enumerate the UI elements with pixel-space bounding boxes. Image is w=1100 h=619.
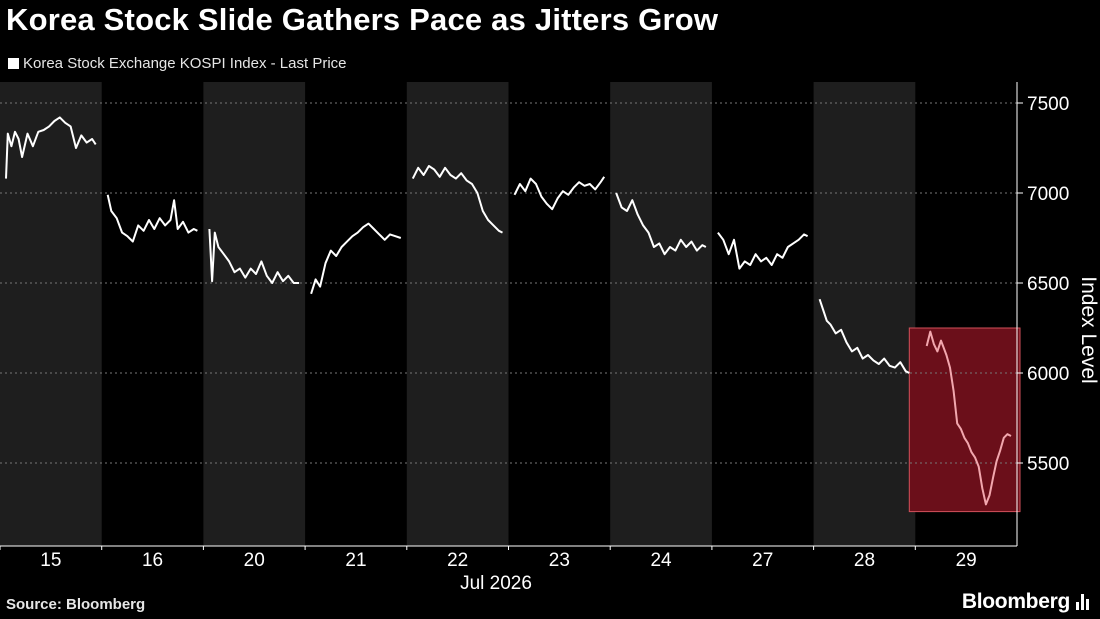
- y-tick-label-7000: 7000: [1027, 184, 1069, 205]
- shaded-band-22: [406, 82, 509, 546]
- price-line-21: [310, 222, 402, 295]
- price-line-22: [411, 165, 503, 234]
- x-tick-label-23: 23: [549, 550, 570, 571]
- y-tick-label-7500: 7500: [1027, 94, 1069, 115]
- legend-label: Korea Stock Exchange KOSPI Index - Last …: [23, 55, 347, 72]
- price-line-27: [717, 232, 809, 270]
- legend: Korea Stock Exchange KOSPI Index - Last …: [8, 55, 347, 72]
- x-tick-label-24: 24: [650, 550, 672, 571]
- x-tick-label-28: 28: [854, 550, 875, 571]
- shaded-band-15: [0, 82, 102, 546]
- y-tick-label-5500: 5500: [1027, 454, 1069, 475]
- chart-title: Korea Stock Slide Gathers Pace as Jitter…: [6, 2, 719, 37]
- y-tick-label-6500: 6500: [1027, 274, 1069, 295]
- bar-chart-icon: [1076, 594, 1092, 610]
- brand-name: Bloomberg: [961, 590, 1070, 613]
- price-line-16: [106, 194, 198, 243]
- y-tick-label-6000: 6000: [1027, 364, 1069, 385]
- x-tick-label-21: 21: [345, 550, 366, 571]
- x-tick-label-27: 27: [752, 550, 773, 571]
- x-tick-label-29: 29: [956, 550, 977, 571]
- price-line-28: [818, 298, 910, 374]
- shaded-band-24: [610, 82, 712, 546]
- price-line-20: [208, 228, 300, 284]
- x-tick-label-16: 16: [142, 550, 163, 571]
- x-axis-label: Jul 2026: [460, 573, 532, 594]
- price-line-24: [615, 192, 707, 256]
- x-tick-label-15: 15: [40, 550, 61, 571]
- highlight-box: [908, 327, 1021, 513]
- price-line-23: [513, 176, 606, 211]
- shaded-band-28: [813, 82, 916, 546]
- y-axis-label: Index Level: [1077, 276, 1100, 383]
- shaded-band-20: [203, 82, 306, 546]
- brand-logo: Bloomberg: [962, 590, 1092, 614]
- legend-swatch: [8, 58, 19, 69]
- source-note: Source: Bloomberg: [6, 596, 146, 613]
- price-line-15: [5, 116, 97, 179]
- x-tick-label-20: 20: [244, 550, 265, 571]
- price-line-29: [925, 330, 1012, 506]
- x-tick-label-22: 22: [447, 550, 468, 571]
